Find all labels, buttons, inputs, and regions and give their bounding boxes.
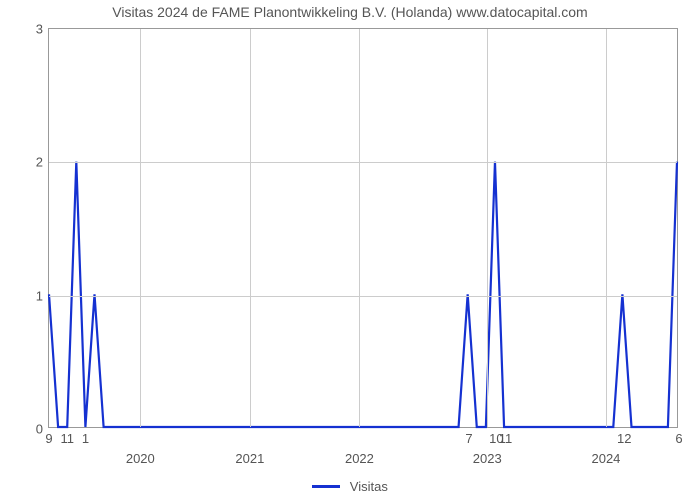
x-group-label: 2024 (591, 451, 620, 466)
gridline-vertical (140, 29, 141, 427)
legend: Visitas (0, 478, 700, 494)
x-tick-label: 1 (82, 427, 89, 446)
gridline-vertical (359, 29, 360, 427)
chart-title: Visitas 2024 de FAME Planontwikkeling B.… (0, 4, 700, 20)
gridline-vertical (487, 29, 488, 427)
gridline-horizontal (49, 296, 677, 297)
y-tick-label: 3 (36, 22, 49, 37)
x-tick-label: 11 (61, 427, 75, 446)
plot-area: 012391117101112620202021202220232024 (48, 28, 678, 428)
x-group-label: 2021 (235, 451, 264, 466)
visitas-line (49, 162, 677, 427)
x-tick-label: 11 (499, 427, 513, 446)
x-group-label: 2023 (473, 451, 502, 466)
line-series (49, 29, 677, 427)
x-tick-label: 6 (675, 427, 682, 446)
gridline-vertical (250, 29, 251, 427)
x-group-label: 2022 (345, 451, 374, 466)
gridline-horizontal (49, 162, 677, 163)
chart-container: { "chart": { "type": "line", "title": "V… (0, 0, 700, 500)
y-tick-label: 2 (36, 155, 49, 170)
x-tick-label: 9 (45, 427, 52, 446)
x-group-label: 2020 (126, 451, 155, 466)
y-tick-label: 1 (36, 288, 49, 303)
x-tick-label: 7 (465, 427, 472, 446)
gridline-vertical (606, 29, 607, 427)
x-tick-label: 12 (617, 427, 631, 446)
legend-swatch (312, 485, 340, 488)
legend-label: Visitas (350, 479, 388, 494)
